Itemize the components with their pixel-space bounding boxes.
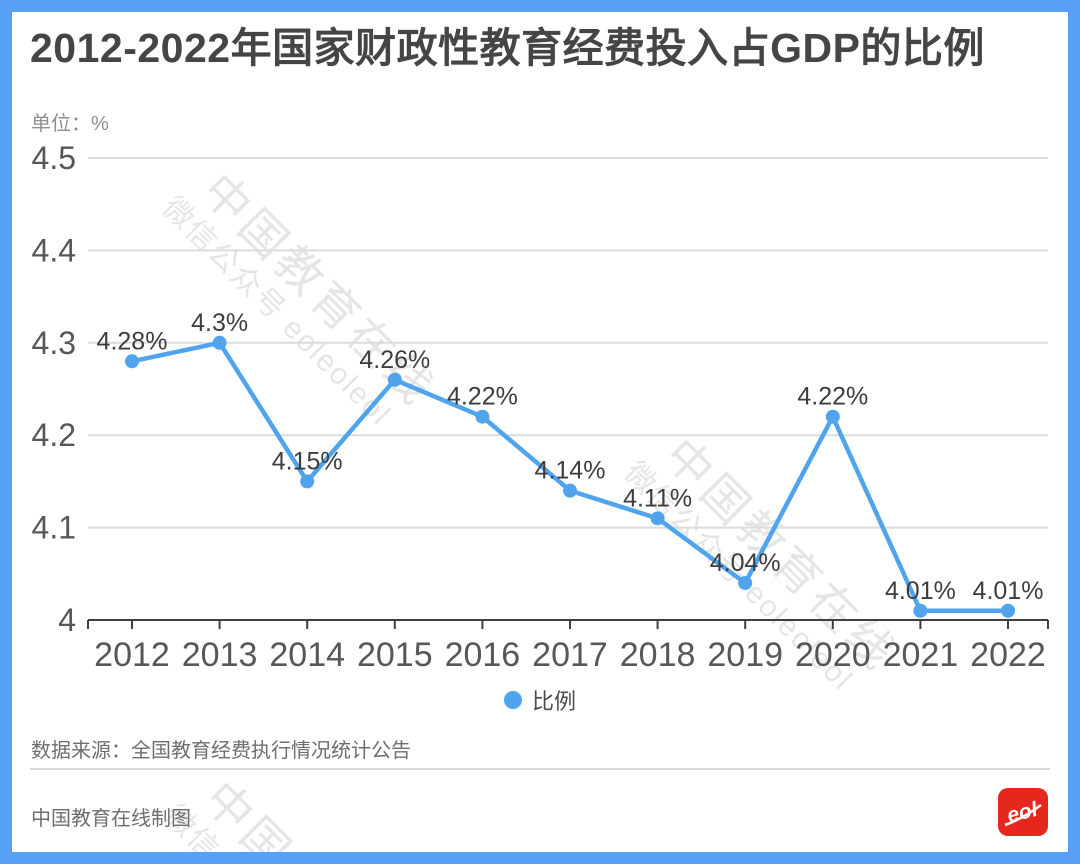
data-point-label: 4.14%	[535, 457, 606, 485]
data-point[interactable]	[475, 409, 490, 424]
data-point-label: 4.22%	[447, 383, 518, 411]
data-point-label: 4.28%	[97, 327, 168, 355]
data-point-label: 4.04%	[710, 549, 781, 577]
x-axis-tick-label: 2020	[795, 636, 871, 674]
eol-logo: eol	[998, 788, 1048, 836]
x-axis-tick-label: 2013	[182, 636, 258, 674]
data-point-label: 4.15%	[272, 447, 343, 475]
x-axis-tick-label: 2012	[94, 636, 170, 674]
data-point-label: 4.01%	[885, 577, 956, 605]
data-point-label: 4.22%	[797, 383, 868, 411]
y-axis-tick-label: 4.1	[32, 510, 76, 546]
legend-label: 比例	[531, 689, 576, 714]
data-point-label: 4.01%	[973, 577, 1044, 605]
data-point[interactable]	[913, 603, 928, 618]
legend-dot-icon	[503, 691, 522, 709]
y-axis-tick-label: 4	[58, 602, 76, 638]
credit-note: 中国教育在线制图	[31, 808, 191, 830]
data-point[interactable]	[1001, 603, 1015, 618]
footer-divider	[30, 768, 1050, 770]
data-point[interactable]	[125, 354, 139, 369]
line-chart: 4 4.1 4.2 4.3 4.4 4.5 2012 2013 2014 2015 2016 2017…	[32, 140, 1049, 674]
data-point[interactable]	[300, 474, 315, 489]
data-point[interactable]	[563, 483, 577, 498]
logo-swoosh-icon	[1004, 803, 1042, 827]
y-axis-tick-label: 4.5	[32, 140, 76, 176]
page-title: 2012-2022年国家财政性教育经费投入占GDP的比例	[30, 25, 985, 71]
x-axis-tick-label: 2014	[269, 636, 345, 674]
y-axis-tick-label: 4.4	[32, 232, 76, 268]
data-point[interactable]	[387, 372, 402, 387]
data-point-label: 4.3%	[191, 309, 248, 337]
data-point[interactable]	[212, 335, 227, 350]
y-axis-tick-label: 4.3	[32, 325, 76, 361]
chart-card: 中国教育在线 微信公众号 eoleoleol 中国教育在线 微信公众号 eole…	[12, 12, 1068, 852]
x-axis-tick-label: 2015	[357, 636, 433, 674]
data-point-label: 4.26%	[359, 346, 430, 374]
data-point[interactable]	[825, 409, 840, 424]
x-axis-tick-label: 2021	[883, 636, 959, 674]
x-axis-tick-label: 2019	[707, 636, 783, 674]
x-axis-tick-label: 2017	[532, 636, 608, 674]
data-point-label: 4.11%	[623, 484, 692, 512]
x-axis-tick-label: 2022	[970, 636, 1046, 674]
unit-label: 单位：%	[31, 113, 109, 135]
data-source-note: 数据来源：全国教育经费执行情况统计公告	[31, 740, 411, 762]
x-axis-tick-label: 2016	[445, 636, 521, 674]
y-axis-tick-label: 4.2	[32, 417, 76, 453]
data-point[interactable]	[650, 511, 665, 526]
x-axis-tick-label: 2018	[620, 636, 696, 674]
data-point[interactable]	[738, 576, 753, 591]
legend-item[interactable]: 比例	[12, 684, 1068, 716]
